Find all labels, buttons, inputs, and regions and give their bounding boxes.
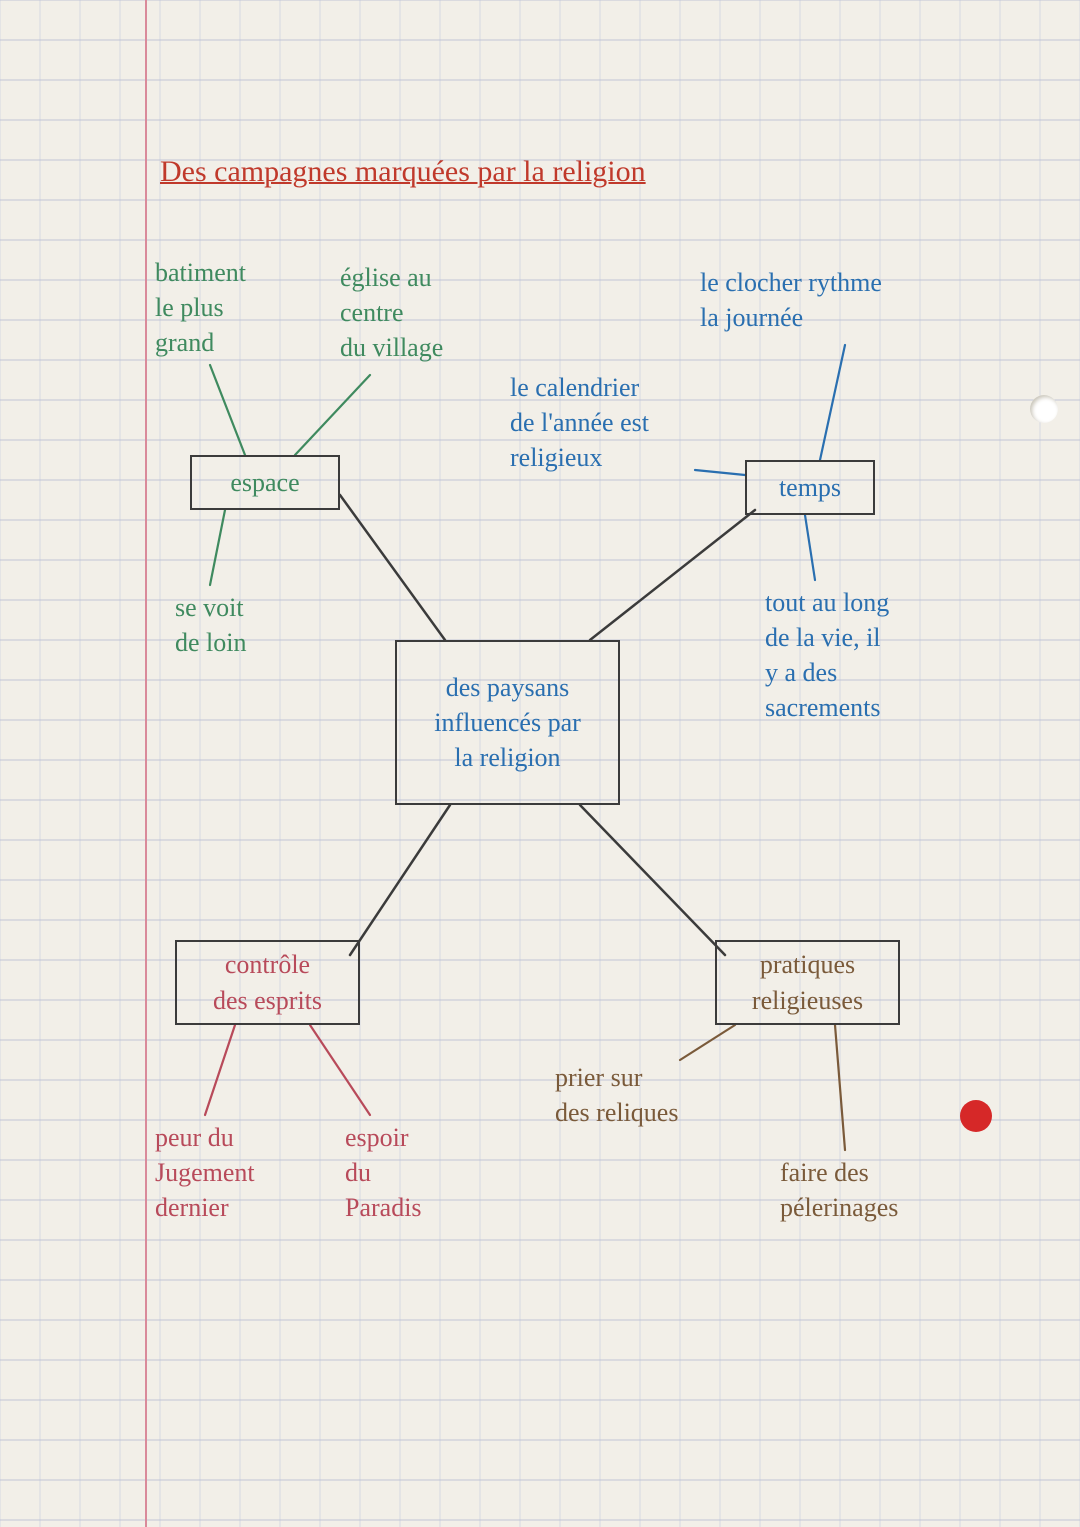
diagram-title: Des campagnes marquées par la religion: [160, 155, 646, 189]
espace-note-batiment: batiment le plus grand: [155, 255, 246, 360]
temps-note-calendrier: le calendrier de l'année est religieux: [510, 370, 649, 475]
diagram-content: Des campagnes marquées par la religion d…: [0, 0, 1080, 1527]
espace-note-sevoit: se voit de loin: [175, 590, 247, 660]
controle-note-peur: peur du Jugement dernier: [155, 1120, 255, 1225]
binder-hole: [1030, 395, 1058, 423]
temps-note-sacrements: tout au long de la vie, il y a des sacre…: [765, 585, 889, 725]
center-box: des paysans influencés par la religion: [395, 640, 620, 805]
controle-note-espoir: espoir du Paradis: [345, 1120, 422, 1225]
pratiques-note-pelerin: faire des pélerinages: [780, 1155, 898, 1225]
controle-box: contrôle des esprits: [175, 940, 360, 1025]
espace-box: espace: [190, 455, 340, 510]
espace-note-eglise: église au centre du village: [340, 260, 443, 365]
red-dot-marker: [960, 1100, 992, 1132]
page: Des campagnes marquées par la religion d…: [0, 0, 1080, 1527]
temps-note-clocher: le clocher rythme la journée: [700, 265, 882, 335]
pratiques-box: pratiques religieuses: [715, 940, 900, 1025]
temps-box: temps: [745, 460, 875, 515]
pratiques-note-prier: prier sur des reliques: [555, 1060, 678, 1130]
